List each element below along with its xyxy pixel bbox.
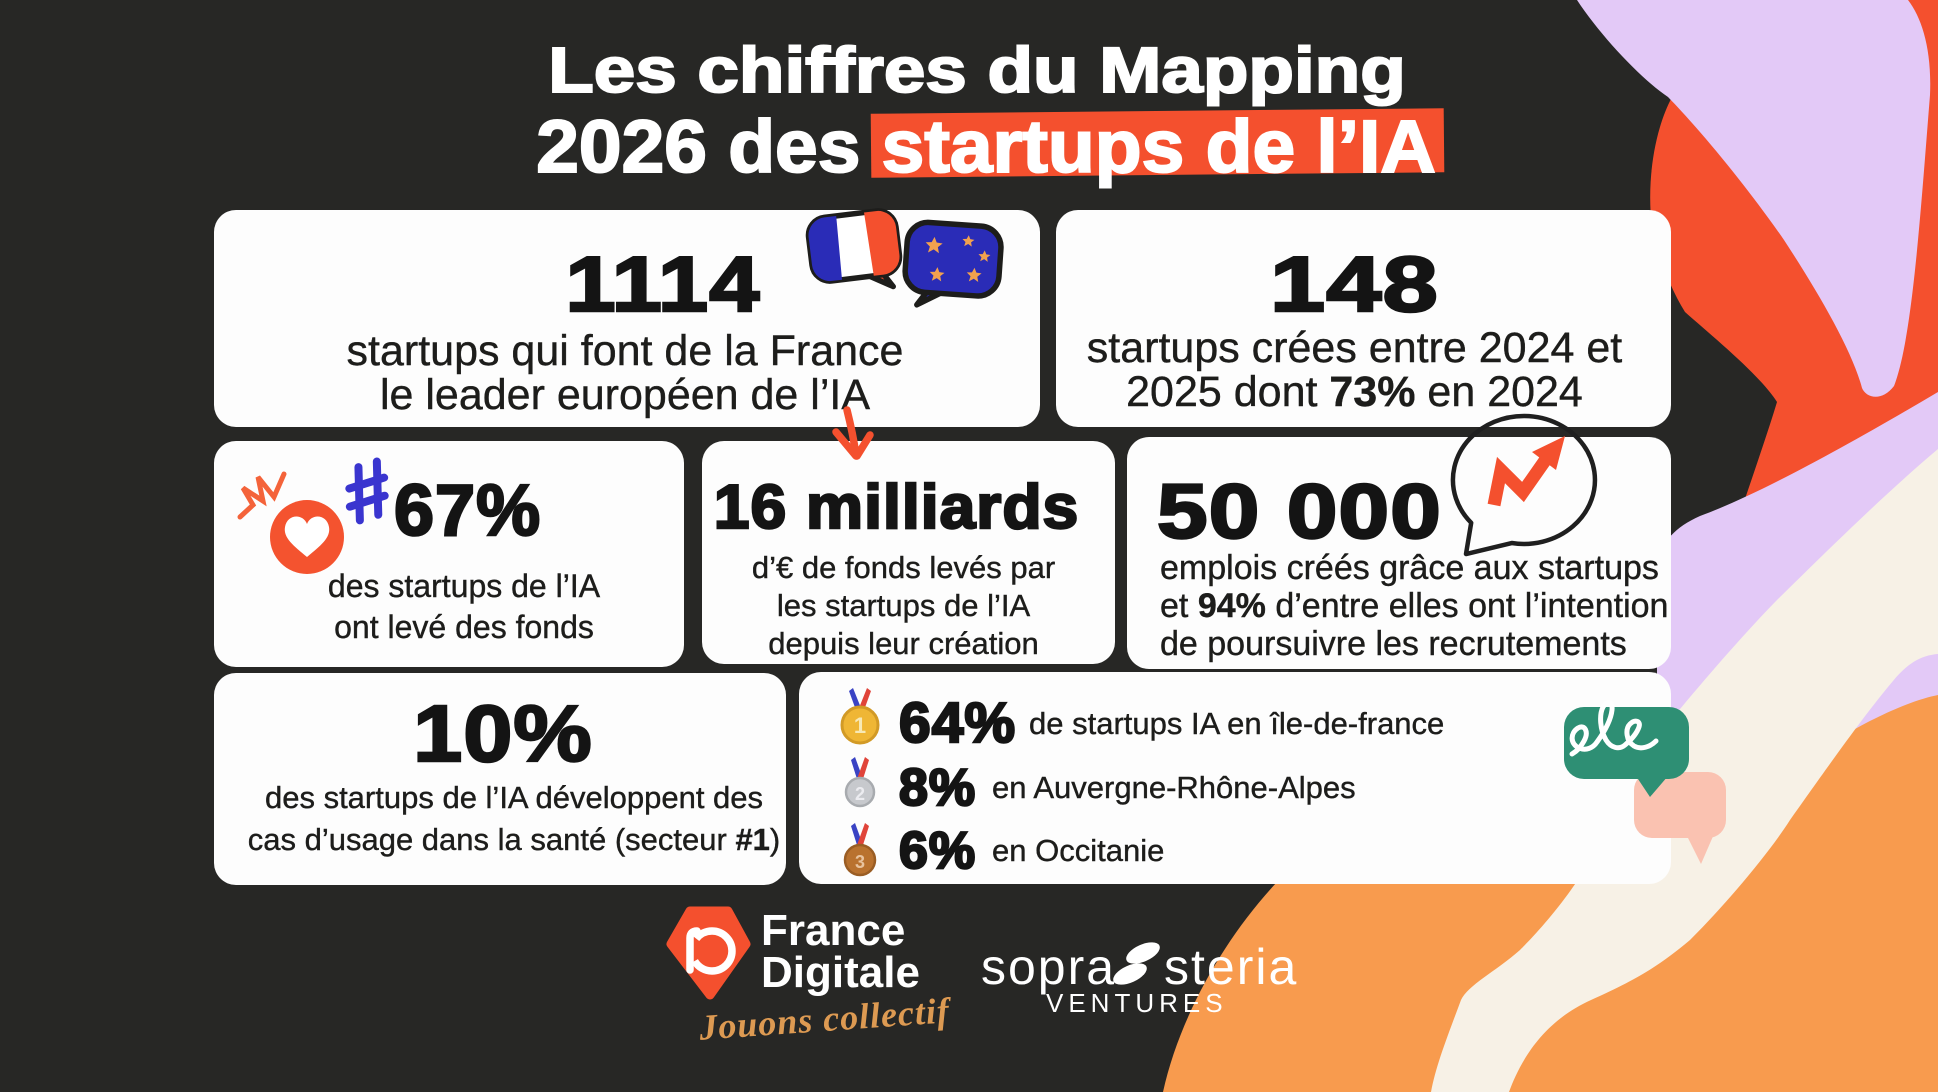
- svg-text:1: 1: [854, 713, 866, 738]
- svg-text:3: 3: [855, 852, 865, 872]
- svg-text:2: 2: [855, 784, 865, 804]
